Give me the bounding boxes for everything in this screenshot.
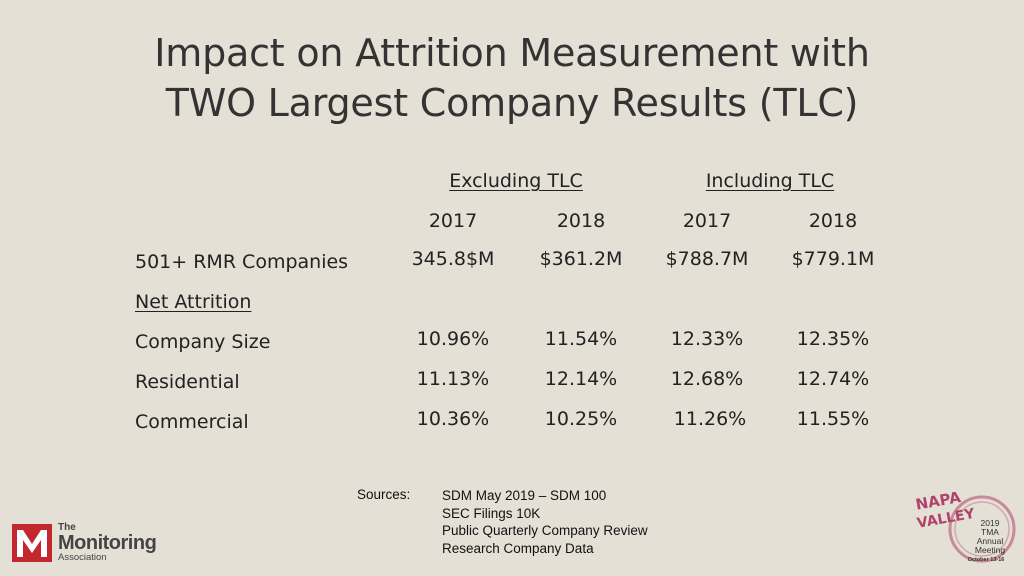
row-label-net-attrition: Net Attrition bbox=[135, 291, 252, 313]
napa-valley-meeting-logo: NAPA VALLEY 2019 TMA Annual Meeting Octo… bbox=[908, 484, 1018, 566]
year-header: 2017 bbox=[682, 210, 732, 232]
napa-org: TMA bbox=[981, 527, 999, 537]
table-cell: 10.96% bbox=[416, 328, 490, 350]
table-cell: 12.68% bbox=[670, 368, 744, 390]
group-header-excluding: Excluding TLC bbox=[449, 170, 583, 192]
table-cell: 11.55% bbox=[796, 408, 870, 430]
table-cell: $361.2M bbox=[539, 248, 623, 270]
table-cell: 11.13% bbox=[416, 368, 490, 390]
table-cell: 10.36% bbox=[416, 408, 490, 430]
monitoring-association-logo: The Monitoring Association bbox=[12, 522, 162, 566]
tma-m-icon bbox=[12, 524, 52, 562]
tma-the: The bbox=[58, 522, 76, 533]
title-line-1: Impact on Attrition Measurement with bbox=[154, 31, 870, 75]
year-header: 2017 bbox=[428, 210, 478, 232]
table-cell: 12.74% bbox=[796, 368, 870, 390]
tma-name: Monitoring bbox=[58, 532, 157, 554]
title-line-2: TWO Largest Company Results (TLC) bbox=[165, 81, 859, 125]
napa-dates: October 13-16 bbox=[968, 557, 1005, 563]
table-cell: 10.25% bbox=[544, 408, 618, 430]
source-item: Research Company Data bbox=[442, 540, 594, 556]
row-label-commercial: Commercial bbox=[135, 411, 249, 433]
source-item: SDM May 2019 – SDM 100 bbox=[442, 488, 607, 503]
sources-list: SDM May 2019 – SDM 100 SEC Filings 10K P… bbox=[442, 487, 648, 557]
table-cell: 11.54% bbox=[544, 328, 618, 350]
napa-l1: Annual bbox=[977, 536, 1004, 546]
table-cell: 11.26% bbox=[673, 408, 747, 430]
table-cell: 12.14% bbox=[544, 368, 618, 390]
table-cell: 345.8$M bbox=[411, 248, 495, 270]
table-cell: $779.1M bbox=[791, 248, 875, 270]
table-cell: 12.33% bbox=[670, 328, 744, 350]
row-label-rmr: 501+ RMR Companies bbox=[135, 251, 349, 273]
row-label-company-size: Company Size bbox=[135, 331, 271, 353]
slide-title: Impact on Attrition Measurement with TWO… bbox=[0, 28, 1024, 128]
tma-assoc: Association bbox=[58, 552, 107, 563]
napa-l2: Meeting bbox=[975, 545, 1006, 555]
source-item: Public Quarterly Company Review bbox=[442, 523, 648, 538]
year-header: 2018 bbox=[556, 210, 606, 232]
table-cell: 12.35% bbox=[796, 328, 870, 350]
sources-label: Sources: bbox=[357, 487, 411, 502]
source-item: SEC Filings 10K bbox=[442, 505, 541, 521]
group-header-including: Including TLC bbox=[705, 170, 835, 192]
napa-year: 2019 bbox=[981, 518, 1000, 528]
year-header: 2018 bbox=[808, 210, 858, 232]
row-label-residential: Residential bbox=[135, 371, 240, 393]
table-cell: $788.7M bbox=[665, 248, 749, 270]
